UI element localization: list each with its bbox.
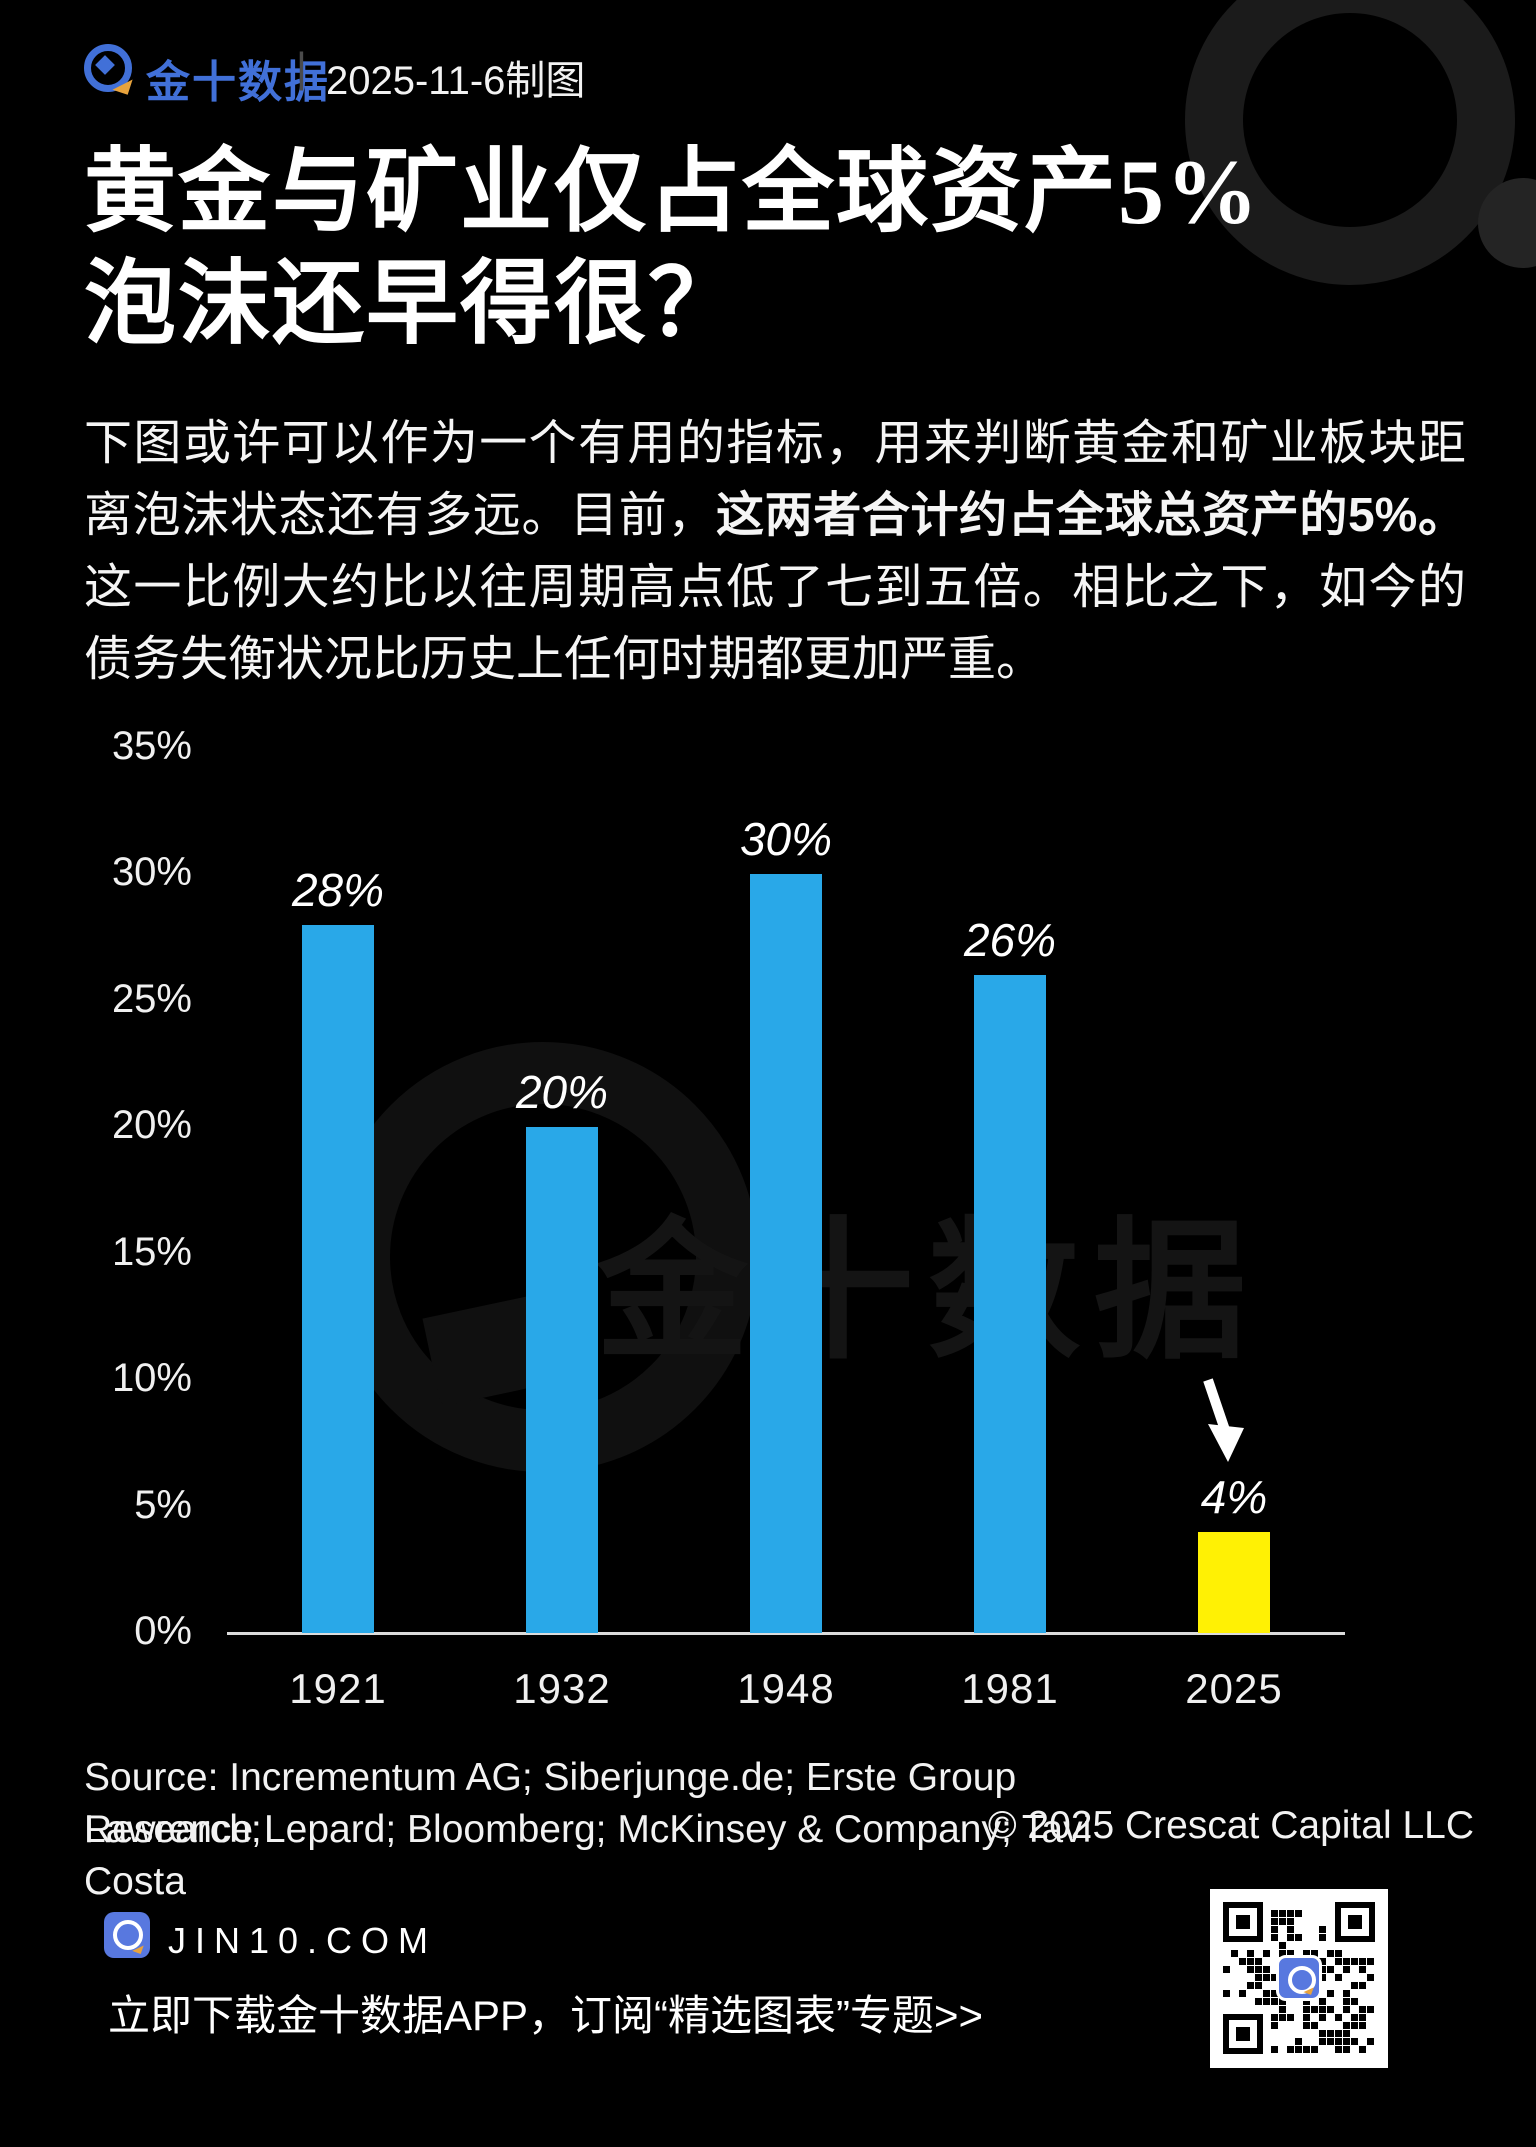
chart-bar-1921 bbox=[302, 925, 374, 1633]
bar-value-label: 4% bbox=[1200, 1471, 1268, 1523]
paragraph-text: 下图或许可以作为一个有用的指标，用来判断黄金和矿业板块距离泡沫状态还有多远。目前… bbox=[84, 417, 1466, 542]
x-tick-label: 1932 bbox=[513, 1665, 611, 1712]
header-divider: | bbox=[296, 44, 307, 91]
page-title-line2: 泡沫还早得很？ bbox=[84, 253, 743, 355]
y-tick-label: 20% bbox=[111, 1103, 192, 1147]
source-line2: Lawrence Lepard; Bloomberg; McKinsey & C… bbox=[84, 1808, 1092, 1903]
y-tick-label: 25% bbox=[111, 976, 192, 1021]
chart-bar-1932 bbox=[526, 1127, 598, 1633]
x-tick-label: 2025 bbox=[1185, 1665, 1283, 1712]
paragraph-text-post: 这一比例大约比以往周期高点低了七到五倍。相比之下，如今的债务失衡状况比历史上任何… bbox=[84, 561, 1466, 686]
bar-value-label: 20% bbox=[515, 1066, 609, 1118]
bar-value-label: 26% bbox=[963, 914, 1057, 966]
page-title-line1: 黄金与矿业仅占全球资产5% bbox=[84, 141, 1261, 243]
chart-bar-1948 bbox=[750, 874, 822, 1633]
center-watermark-text: 金十数据 bbox=[596, 1207, 1260, 1377]
qr-logo-ring bbox=[1288, 1966, 1316, 1994]
qr-center-logo-icon bbox=[1276, 1955, 1322, 2001]
y-tick-label: 5% bbox=[134, 1482, 192, 1527]
brand-name: 金十数据 bbox=[146, 58, 330, 107]
qr-pattern bbox=[1223, 1902, 1375, 2054]
x-tick-label: 1921 bbox=[289, 1665, 387, 1712]
qr-finder-icon bbox=[1223, 1902, 1263, 1942]
paragraph-bold-text: 这两者合计约占全球总资产的5%。 bbox=[716, 489, 1466, 542]
y-tick-label: 35% bbox=[111, 723, 192, 768]
qr-finder-icon bbox=[1335, 1902, 1375, 1942]
website-url: JIN10.COM bbox=[168, 1920, 438, 1961]
bar-value-label: 30% bbox=[739, 813, 833, 865]
x-tick-label: 1981 bbox=[961, 1665, 1059, 1712]
copyright-note: © 2025 Crescat Capital LLC bbox=[987, 1804, 1474, 1847]
chart-bar-2025 bbox=[1198, 1532, 1270, 1633]
y-tick-label: 0% bbox=[134, 1609, 192, 1653]
qr-code bbox=[1210, 1889, 1388, 2068]
jin10-app-icon bbox=[104, 1912, 150, 1958]
download-cta-text: 立即下载金十数据APP，订阅“精选图表”专题>> bbox=[108, 1992, 984, 2039]
jin10-logo-icon bbox=[84, 44, 138, 95]
y-tick-label: 10% bbox=[111, 1356, 192, 1400]
chart-date-note: 2025-11-6制图 bbox=[326, 59, 586, 103]
down-arrow-icon bbox=[1203, 1378, 1244, 1462]
x-tick-label: 1948 bbox=[737, 1665, 835, 1712]
bar-value-label: 28% bbox=[291, 864, 385, 916]
y-tick-label: 30% bbox=[111, 850, 192, 894]
chart-bar-1981 bbox=[974, 975, 1046, 1633]
intro-paragraph: 下图或许可以作为一个有用的指标，用来判断黄金和矿业板块距离泡沫状态还有多远。目前… bbox=[84, 408, 1466, 696]
app-icon-ring bbox=[113, 1920, 143, 1950]
y-tick-label: 15% bbox=[111, 1229, 192, 1274]
x-axis-line bbox=[227, 1632, 1345, 1635]
qr-finder-icon bbox=[1223, 2014, 1263, 2054]
source-line1: Source: Incrementum AG; Siberjunge.de; E… bbox=[84, 1756, 1017, 1851]
